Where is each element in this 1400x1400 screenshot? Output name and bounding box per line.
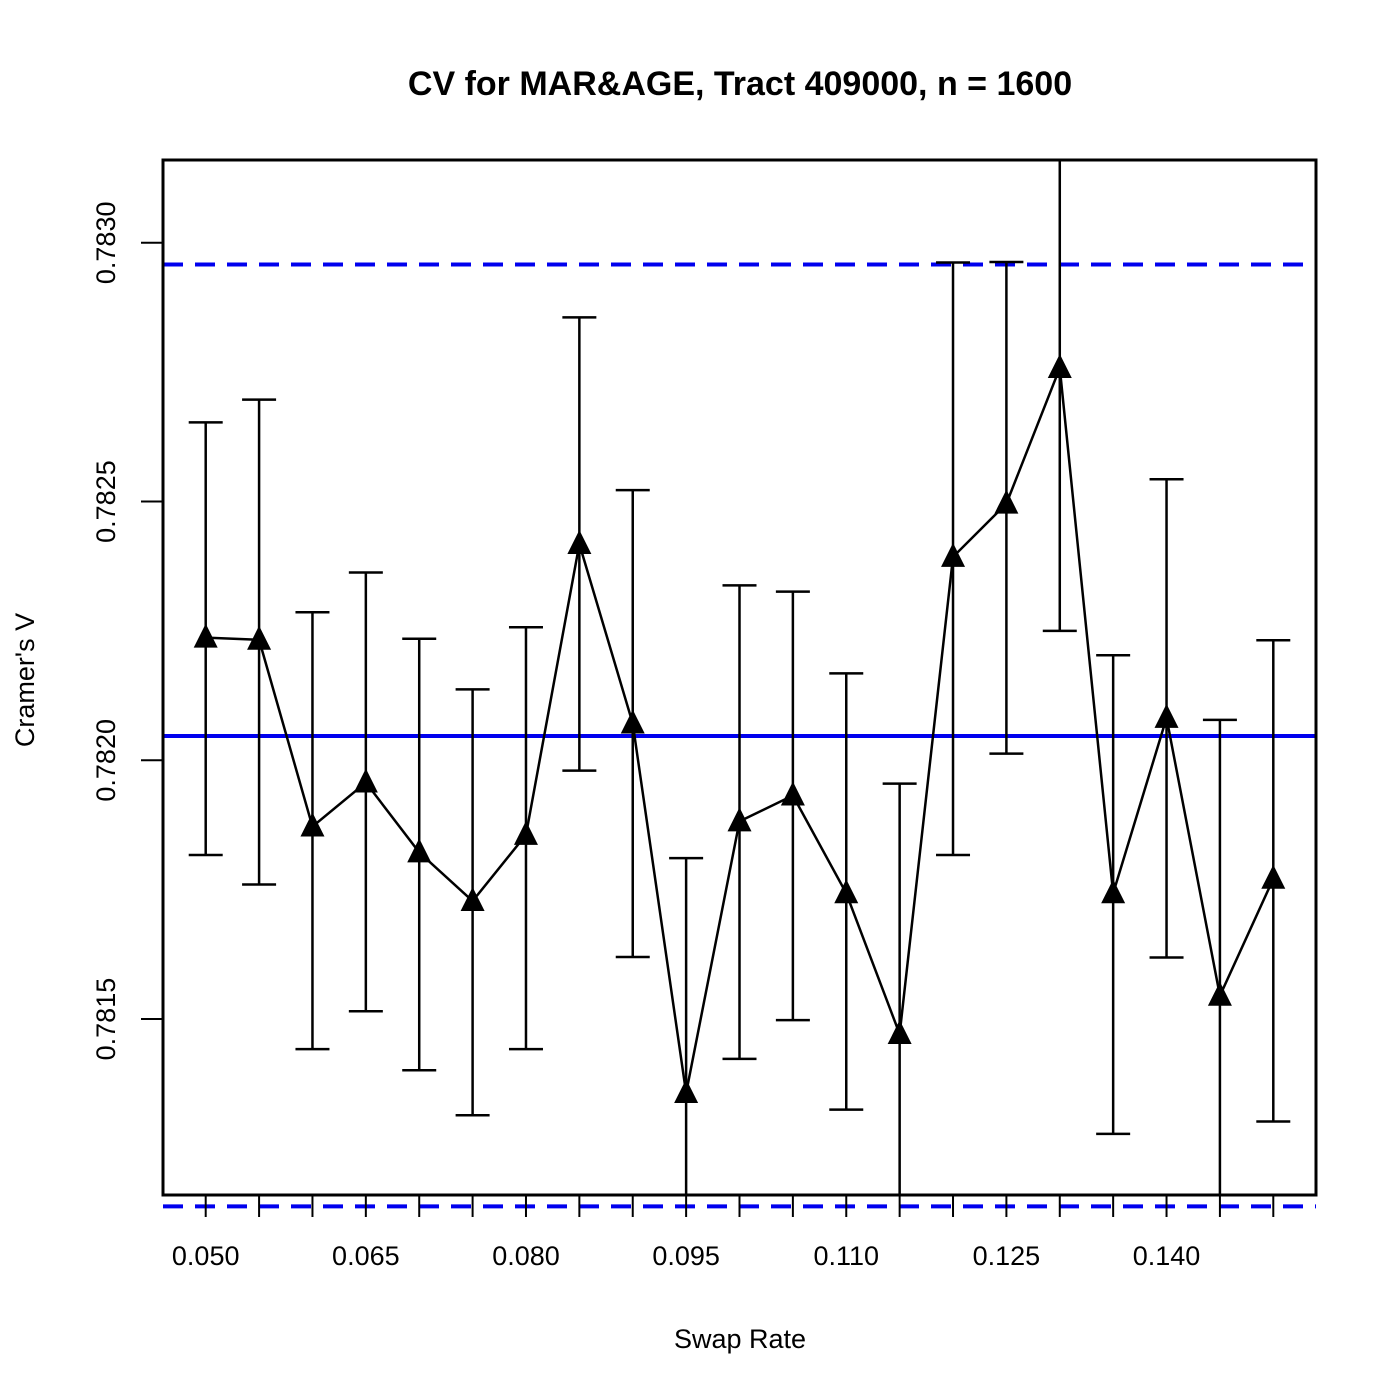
- data-point-marker: [300, 812, 325, 837]
- y-axis: 0.7815 0.7820 0.7825 0.7830: [91, 202, 164, 1061]
- data-point-marker: [460, 887, 485, 912]
- y-tick-label: 0.7815: [91, 978, 121, 1061]
- data-point-marker: [247, 625, 272, 650]
- x-tick-label: 0.125: [973, 1241, 1041, 1271]
- x-axis-label: Swap Rate: [674, 1324, 806, 1354]
- data-point-marker: [994, 489, 1019, 514]
- data-point-marker: [513, 820, 538, 845]
- data-point-marker: [193, 623, 218, 648]
- data-point-marker: [727, 807, 752, 832]
- chart-title: CV for MAR&AGE, Tract 409000, n = 1600: [408, 65, 1072, 103]
- x-tick-label: 0.080: [492, 1241, 560, 1271]
- series-layer: [188, 160, 1291, 1195]
- data-point-marker: [1207, 981, 1232, 1006]
- y-tick-label: 0.7830: [91, 202, 121, 285]
- data-point-marker: [780, 781, 805, 806]
- data-point-marker: [674, 1079, 699, 1104]
- data-point-marker: [1261, 864, 1286, 889]
- x-tick-label: 0.140: [1133, 1241, 1201, 1271]
- y-axis-label: Cramer's V: [10, 613, 40, 747]
- data-point-marker: [1154, 703, 1179, 728]
- data-point-marker: [1101, 879, 1126, 904]
- data-point-marker: [1047, 354, 1072, 379]
- x-tick-label: 0.095: [652, 1241, 720, 1271]
- y-tick-label: 0.7825: [91, 460, 121, 543]
- plot-frame: [161, 158, 1318, 1197]
- data-point-marker: [834, 879, 859, 904]
- data-point-marker: [887, 1020, 912, 1045]
- x-tick-label: 0.050: [172, 1241, 240, 1271]
- x-tick-label: 0.110: [813, 1241, 879, 1271]
- data-point-marker: [353, 768, 378, 793]
- data-point-marker: [941, 542, 966, 567]
- data-point-marker: [620, 709, 645, 734]
- data-point-marker: [407, 838, 432, 863]
- y-tick-label: 0.7820: [91, 719, 121, 802]
- x-tick-label: 0.065: [332, 1241, 400, 1271]
- data-point-marker: [567, 529, 592, 554]
